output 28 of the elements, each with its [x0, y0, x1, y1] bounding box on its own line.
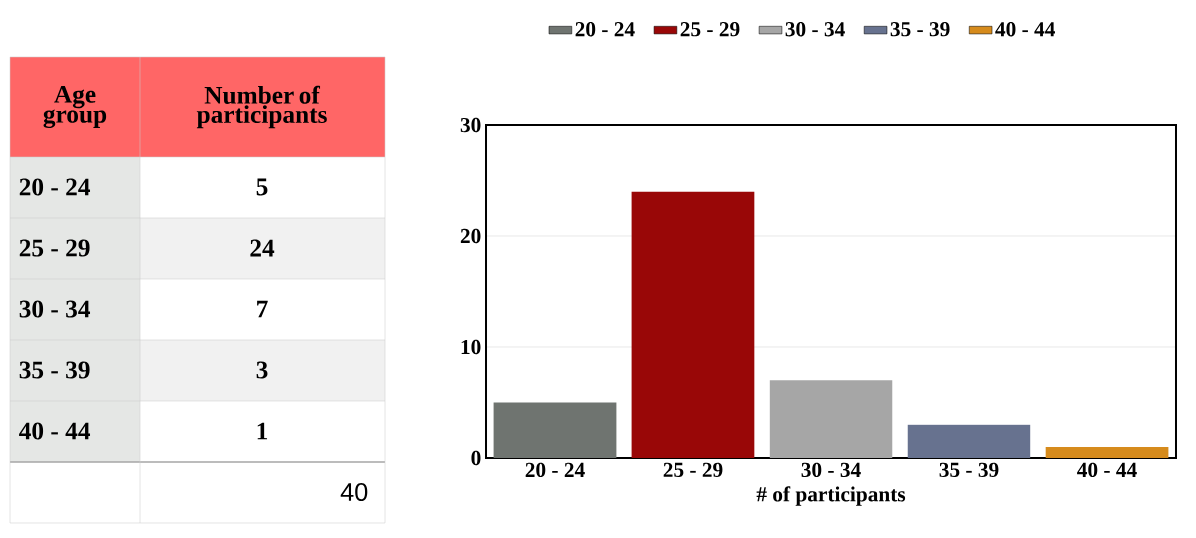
x-tick-label: 35 - 39 — [939, 462, 999, 478]
text: 7 — [257, 300, 268, 318]
x-axis-title: # of participants — [756, 486, 906, 506]
y-tick-label: 30 — [460, 117, 481, 133]
y-tick-label: 0 — [471, 450, 481, 466]
y-tick-label: 10 — [461, 339, 481, 355]
category-label: 25 - 29 — [19, 239, 90, 257]
legend-label: 40 - 44 — [995, 22, 1055, 37]
text: 5 — [256, 178, 268, 196]
x-tick-label: 20 - 24 — [525, 462, 585, 478]
category-label: 20 - 24 — [19, 178, 91, 196]
category-label: 40 - 44 — [19, 422, 91, 440]
text: Number of participants — [196, 85, 327, 129]
legend-label: 20 - 24 — [575, 22, 635, 37]
text: 24 — [250, 239, 275, 257]
text: 40 — [340, 483, 368, 501]
category-label: 35 - 39 — [19, 361, 90, 379]
x-tick-label: 40 - 44 — [1077, 462, 1137, 478]
x-tick-label: 30 - 34 — [801, 462, 861, 478]
text: 1 — [257, 422, 268, 440]
y-tick-label: 20 — [460, 228, 481, 244]
text: Age group — [43, 85, 107, 129]
legend-label: 25 - 29 — [680, 22, 740, 37]
text: 3 — [256, 361, 268, 379]
x-tick-label: 25 - 29 — [663, 462, 723, 478]
category-label: 30 - 34 — [19, 300, 91, 318]
legend-label: 35 - 39 — [890, 22, 950, 37]
legend-label: 30 - 34 — [785, 22, 845, 37]
